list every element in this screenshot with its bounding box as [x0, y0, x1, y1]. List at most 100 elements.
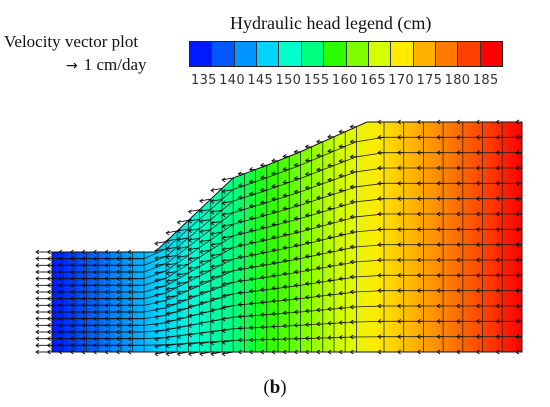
velocity-vector [259, 262, 267, 268]
velocity-vector [327, 177, 334, 183]
velocity-vector [271, 311, 278, 317]
velocity-vector [259, 237, 267, 243]
velocity-vector [282, 180, 290, 185]
velocity-vector [187, 256, 200, 262]
velocity-vector [237, 254, 245, 260]
velocity-vector [198, 341, 211, 347]
velocity-vector [293, 202, 301, 208]
velocity-vector [349, 349, 357, 355]
velocity-vector [515, 242, 522, 248]
velocity-vector [210, 242, 223, 248]
velocity-vector [187, 304, 200, 309]
velocity-vector [416, 242, 424, 248]
velocity-vector [187, 209, 200, 215]
legend-tick-label: 155 [303, 73, 330, 88]
velocity-vector [515, 303, 522, 309]
legend-swatch [279, 42, 302, 66]
legend-swatch [234, 42, 258, 66]
velocity-vector [221, 189, 234, 194]
velocity-vector [455, 257, 463, 263]
velocity-vector [495, 303, 503, 309]
velocity-vector [377, 134, 384, 140]
velocity-vector [187, 313, 200, 319]
figure-caption: (b) [263, 377, 287, 398]
velocity-vector [165, 343, 178, 349]
velocity-vector [338, 305, 346, 311]
velocity-vector [436, 242, 444, 248]
velocity-vector [154, 277, 167, 283]
velocity-vector [396, 242, 404, 248]
velocity-vector [436, 318, 444, 324]
velocity-vector [198, 280, 211, 286]
velocity-vector [304, 253, 312, 259]
velocity-vector [127, 309, 144, 315]
velocity-vector [495, 257, 503, 263]
velocity-vector [475, 318, 483, 324]
velocity-vector [495, 288, 503, 294]
velocity-vector [349, 289, 357, 295]
velocity-vector [304, 185, 312, 191]
velocity-vector [495, 334, 503, 340]
velocity-vector [315, 293, 323, 299]
legend-tick-label: 185 [472, 73, 499, 88]
velocity-vector [154, 270, 167, 276]
legend-swatch [480, 42, 503, 66]
velocity-vector [176, 263, 189, 269]
velocity-vector [165, 286, 178, 292]
velocity-vector [176, 228, 189, 234]
velocity-vector [210, 286, 223, 291]
velocity-vector [165, 335, 178, 341]
velocity-vector [293, 189, 301, 195]
velocity-vector [377, 150, 384, 156]
velocity-vector [377, 180, 384, 186]
velocity-vector [127, 269, 144, 275]
velocity-vector [495, 196, 503, 202]
velocity-vector [436, 196, 444, 202]
velocity-vector [282, 310, 290, 316]
velocity-vector [436, 119, 444, 125]
velocity-vectors [35, 119, 522, 357]
velocity-vector [455, 318, 463, 324]
velocity-vector [271, 324, 278, 329]
velocity-vector [198, 239, 211, 245]
velocity-vector [349, 154, 357, 160]
velocity-vector [293, 229, 301, 235]
velocity-vector [304, 199, 312, 204]
velocity-vector [237, 266, 245, 272]
velocity-vector [349, 244, 357, 250]
velocity-vector [259, 225, 267, 230]
velocity-vector [455, 134, 463, 140]
velocity-vector [495, 318, 503, 324]
velocity-vector [327, 277, 334, 283]
velocity-vector [515, 165, 522, 171]
velocity-vector [416, 180, 424, 186]
velocity-vector [198, 300, 211, 306]
velocity-vector [210, 220, 223, 226]
velocity-vector [338, 320, 346, 326]
velocity-vector [259, 200, 267, 205]
velocity-vector [436, 349, 444, 355]
velocity-vector [455, 226, 463, 232]
velocity-vector [377, 211, 384, 217]
legend-tick-label: 170 [388, 73, 414, 88]
velocity-vector [176, 333, 189, 339]
velocity-vector [436, 303, 444, 309]
velocity-vector [165, 246, 178, 252]
velocity-vector [349, 274, 357, 280]
velocity-vector [271, 273, 278, 278]
velocity-vector [221, 177, 234, 183]
velocity-vector [495, 150, 503, 156]
velocity-vector [210, 307, 223, 313]
velocity-vector [475, 272, 483, 278]
velocity-vector [282, 258, 290, 264]
velocity-vector [293, 216, 301, 221]
velocity-vector [315, 223, 323, 229]
velocity-vector [349, 304, 357, 310]
velocity-vector [455, 272, 463, 278]
velocity-vector [248, 227, 256, 233]
velocity-vector [338, 290, 346, 296]
velocity-vector [515, 180, 522, 186]
velocity-vector [315, 195, 323, 201]
velocity-vector [237, 183, 245, 188]
velocity-vector [475, 288, 483, 294]
